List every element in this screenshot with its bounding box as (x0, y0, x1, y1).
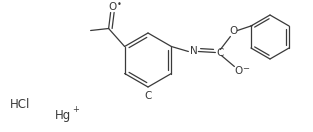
Text: C: C (144, 91, 152, 101)
Text: O: O (109, 1, 117, 11)
Text: +: + (73, 105, 80, 114)
Text: O: O (234, 67, 243, 77)
Text: HCl: HCl (10, 98, 30, 110)
Text: −: − (242, 64, 249, 73)
Text: N: N (189, 46, 197, 56)
Text: Hg: Hg (55, 109, 71, 121)
Text: C: C (217, 48, 224, 58)
Text: •: • (117, 0, 122, 9)
Text: O: O (229, 27, 238, 37)
